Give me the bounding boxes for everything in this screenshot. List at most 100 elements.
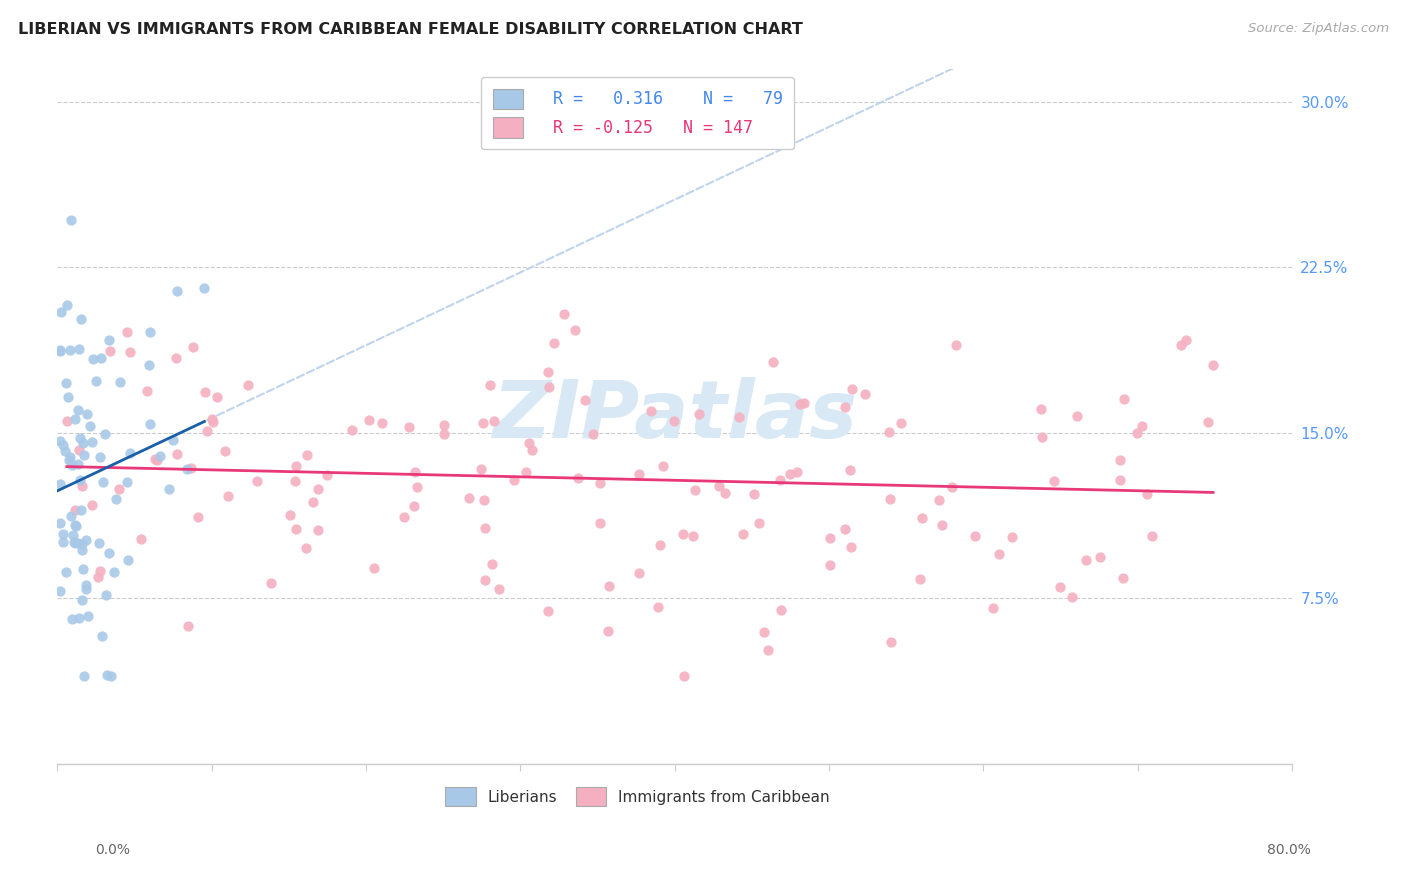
Point xyxy=(98,545,121,559)
Point xyxy=(69,473,91,487)
Point xyxy=(49,477,72,491)
Point xyxy=(793,396,815,410)
Point xyxy=(65,519,87,533)
Point xyxy=(537,366,560,380)
Point xyxy=(143,451,166,466)
Point xyxy=(70,479,93,493)
Point xyxy=(284,458,307,473)
Point xyxy=(285,522,308,536)
Point xyxy=(672,668,695,682)
Point xyxy=(652,458,675,473)
Point xyxy=(59,343,82,357)
Point xyxy=(118,446,141,460)
Point xyxy=(574,393,596,408)
Point xyxy=(404,465,426,479)
Point xyxy=(543,335,565,350)
Point xyxy=(284,474,307,488)
Point xyxy=(1109,473,1132,487)
Point xyxy=(238,378,260,392)
Point xyxy=(129,533,152,547)
Point xyxy=(470,462,492,476)
Point xyxy=(98,343,121,358)
Point xyxy=(853,386,876,401)
Point xyxy=(879,635,901,649)
Point xyxy=(278,508,301,523)
Point xyxy=(193,281,215,295)
Point xyxy=(202,415,225,429)
Point xyxy=(201,412,224,426)
Point xyxy=(1170,338,1192,352)
Point xyxy=(1066,409,1088,424)
Point xyxy=(79,418,101,433)
Point xyxy=(166,447,188,461)
Point xyxy=(647,599,669,614)
Point xyxy=(752,624,775,639)
Point xyxy=(928,492,950,507)
Point xyxy=(394,509,416,524)
Point xyxy=(49,583,72,598)
Point xyxy=(879,491,901,506)
Point xyxy=(183,340,205,354)
Point xyxy=(582,427,605,442)
Point xyxy=(748,516,770,530)
Point xyxy=(709,479,731,493)
Point xyxy=(49,343,72,358)
Text: ZIPatlas: ZIPatlas xyxy=(492,377,858,455)
Point xyxy=(62,528,84,542)
Point xyxy=(56,297,79,311)
Point xyxy=(1197,415,1219,429)
Point xyxy=(63,535,86,549)
Point xyxy=(713,486,735,500)
Point xyxy=(49,343,72,358)
Point xyxy=(56,390,79,404)
Point xyxy=(63,412,86,426)
Point xyxy=(72,562,94,576)
Point xyxy=(981,601,1004,615)
Point xyxy=(52,527,75,541)
Point xyxy=(52,438,75,452)
Point xyxy=(481,557,503,571)
Point xyxy=(756,643,779,657)
Point xyxy=(1109,452,1132,467)
Point xyxy=(177,619,200,633)
Point xyxy=(941,480,963,494)
Point xyxy=(672,527,695,541)
Point xyxy=(769,473,792,487)
Point xyxy=(482,414,505,428)
Legend: Liberians, Immigrants from Caribbean: Liberians, Immigrants from Caribbean xyxy=(436,779,839,815)
Point xyxy=(53,443,76,458)
Point xyxy=(59,450,82,464)
Point xyxy=(515,465,537,479)
Point xyxy=(91,475,114,489)
Point xyxy=(193,384,215,399)
Point xyxy=(66,536,89,550)
Text: 80.0%: 80.0% xyxy=(1267,843,1310,857)
Point xyxy=(965,529,987,543)
Point xyxy=(786,465,808,479)
Point xyxy=(138,358,160,372)
Point xyxy=(67,457,90,471)
Point xyxy=(405,480,427,494)
Point xyxy=(187,510,209,524)
Point xyxy=(908,572,931,586)
Point xyxy=(70,593,93,607)
Point xyxy=(564,323,586,337)
Point xyxy=(553,307,575,321)
Text: Source: ZipAtlas.com: Source: ZipAtlas.com xyxy=(1249,22,1389,36)
Point xyxy=(1202,359,1225,373)
Point xyxy=(1074,553,1097,567)
Point xyxy=(357,412,380,426)
Point xyxy=(301,494,323,508)
Point xyxy=(75,582,97,597)
Point xyxy=(474,573,496,587)
Point xyxy=(1029,401,1052,416)
Point xyxy=(316,467,339,482)
Point xyxy=(433,417,456,432)
Point xyxy=(107,482,129,496)
Point xyxy=(1130,419,1153,434)
Point xyxy=(502,474,524,488)
Point xyxy=(180,461,202,475)
Point xyxy=(945,337,967,351)
Point xyxy=(931,517,953,532)
Point xyxy=(73,668,96,682)
